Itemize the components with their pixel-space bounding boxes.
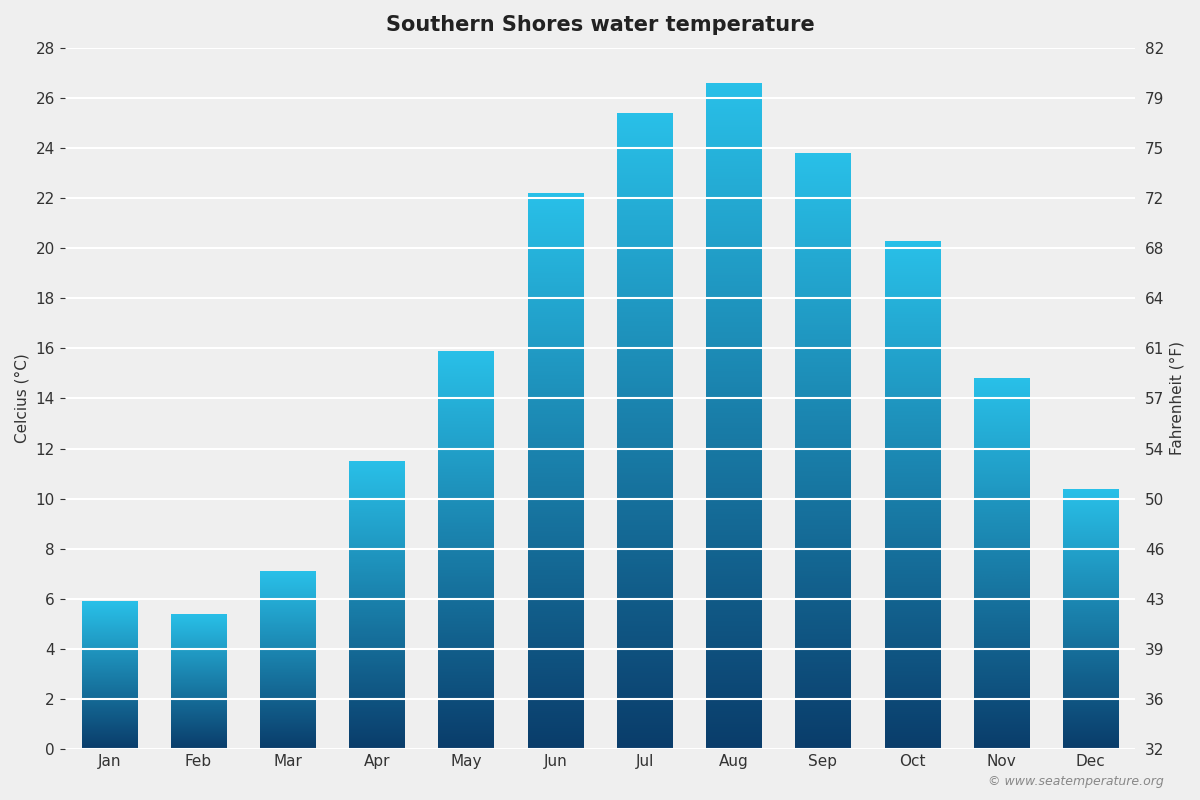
Y-axis label: Fahrenheit (°F): Fahrenheit (°F) [1170,342,1186,455]
Title: Southern Shores water temperature: Southern Shores water temperature [385,15,815,35]
Text: © www.seatemperature.org: © www.seatemperature.org [989,775,1164,788]
Y-axis label: Celcius (°C): Celcius (°C) [14,354,30,443]
